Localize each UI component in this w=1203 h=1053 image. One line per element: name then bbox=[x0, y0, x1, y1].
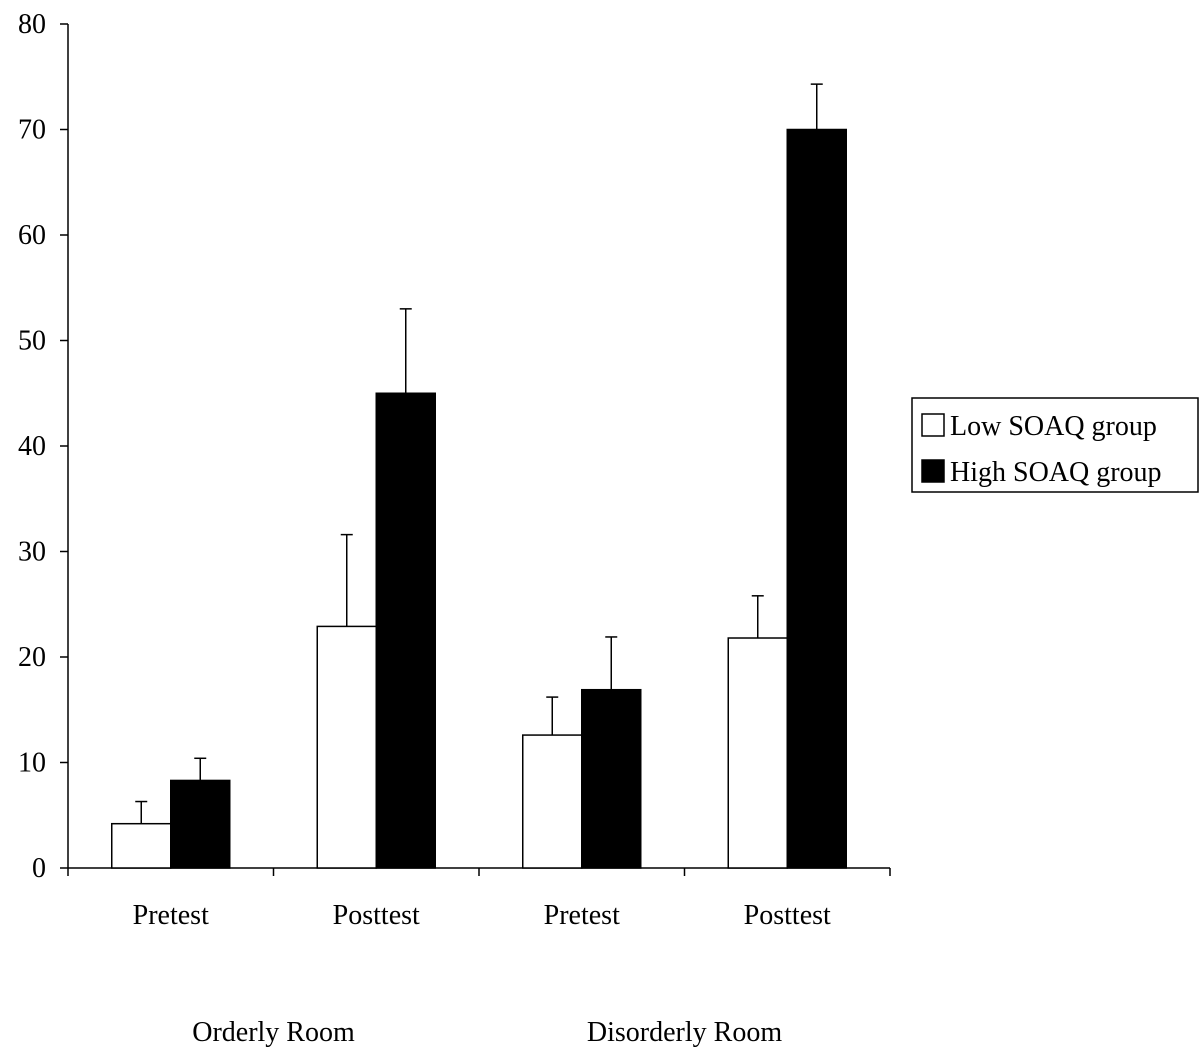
x-axis bbox=[67, 867, 891, 876]
y-tick-label: 50 bbox=[18, 326, 46, 357]
legend: Low SOAQ group High SOAQ group bbox=[911, 397, 1199, 493]
error-bars bbox=[135, 83, 823, 824]
group-label: Orderly Room bbox=[192, 1017, 355, 1048]
legend-label-low: Low SOAQ group bbox=[950, 411, 1157, 442]
bar-low-0 bbox=[111, 822, 172, 869]
y-tick-label: 10 bbox=[18, 748, 46, 779]
legend-swatch-high bbox=[921, 459, 945, 483]
group-labels: Orderly Room Disorderly Room bbox=[192, 1017, 782, 1048]
y-tick-label: 80 bbox=[18, 9, 46, 40]
x-category-label: Posttest bbox=[744, 900, 831, 931]
bar-high-0 bbox=[170, 779, 231, 869]
bar-low-3 bbox=[727, 637, 788, 869]
group-label: Disorderly Room bbox=[587, 1017, 782, 1048]
legend-label-high: High SOAQ group bbox=[950, 457, 1162, 488]
y-axis: 0 10 20 30 40 50 60 70 80 bbox=[18, 9, 69, 884]
bar-high-2 bbox=[581, 688, 642, 869]
y-tick-label: 0 bbox=[32, 853, 46, 884]
y-tick-label: 70 bbox=[18, 115, 46, 146]
bars bbox=[111, 128, 847, 869]
bar-high-3 bbox=[786, 128, 847, 869]
x-category-label: Posttest bbox=[333, 900, 420, 931]
legend-swatch-low bbox=[921, 413, 945, 437]
y-tick-label: 40 bbox=[18, 431, 46, 462]
legend-box bbox=[911, 397, 1199, 493]
bar-high-1 bbox=[375, 392, 436, 869]
y-tick-label: 20 bbox=[18, 642, 46, 673]
bar-low-2 bbox=[522, 734, 583, 869]
y-tick-label: 60 bbox=[18, 220, 46, 251]
x-category-label: Pretest bbox=[544, 900, 620, 931]
y-tick-label: 30 bbox=[18, 537, 46, 568]
x-category-label: Pretest bbox=[133, 900, 209, 931]
bar-low-1 bbox=[316, 625, 377, 869]
category-labels: Pretest Posttest Pretest Posttest bbox=[133, 900, 831, 931]
